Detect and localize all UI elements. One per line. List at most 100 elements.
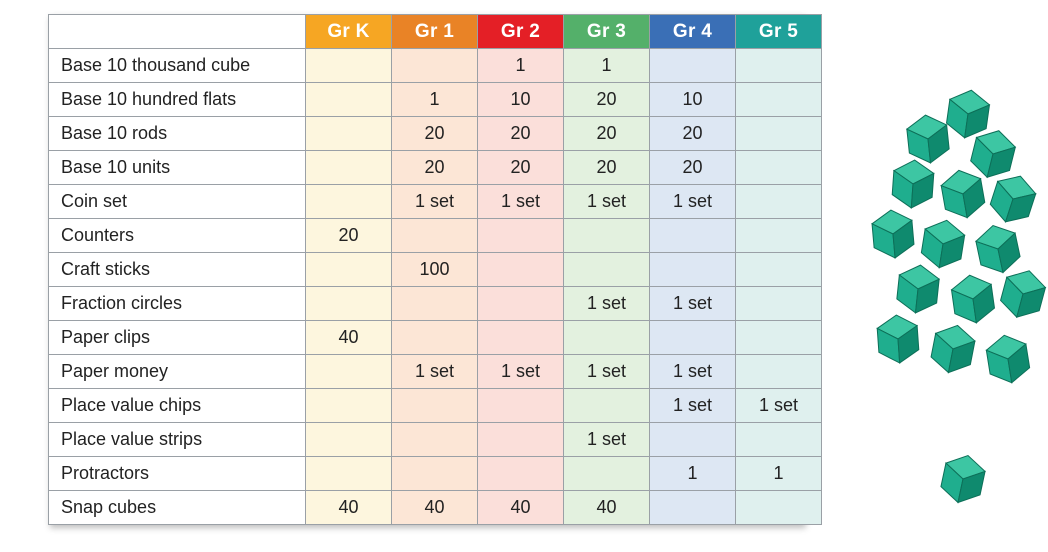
cell-value bbox=[478, 321, 564, 355]
cell-value: 1 set bbox=[736, 389, 822, 423]
cell-value bbox=[650, 253, 736, 287]
table-row: Snap cubes40404040 bbox=[49, 491, 822, 525]
cell-value bbox=[736, 423, 822, 457]
cell-value bbox=[736, 219, 822, 253]
cell-value: 10 bbox=[478, 83, 564, 117]
cell-value bbox=[736, 253, 822, 287]
row-label: Base 10 rods bbox=[49, 117, 306, 151]
table: Gr KGr 1Gr 2Gr 3Gr 4Gr 5 Base 10 thousan… bbox=[48, 14, 822, 525]
cell-value: 20 bbox=[564, 151, 650, 185]
row-label: Coin set bbox=[49, 185, 306, 219]
cell-value bbox=[306, 83, 392, 117]
cell-value: 20 bbox=[392, 117, 478, 151]
cell-value bbox=[306, 49, 392, 83]
cell-value bbox=[306, 457, 392, 491]
row-label: Place value strips bbox=[49, 423, 306, 457]
cell-value bbox=[306, 253, 392, 287]
cell-value bbox=[736, 321, 822, 355]
col-header: Gr 3 bbox=[564, 15, 650, 49]
table-row: Base 10 hundred flats1102010 bbox=[49, 83, 822, 117]
cell-value bbox=[650, 49, 736, 83]
cell-value: 1 set bbox=[650, 287, 736, 321]
col-header: Gr 2 bbox=[478, 15, 564, 49]
cell-value bbox=[478, 287, 564, 321]
cell-value: 20 bbox=[650, 117, 736, 151]
cell-value: 1 set bbox=[564, 355, 650, 389]
row-label: Craft sticks bbox=[49, 253, 306, 287]
cell-value: 1 bbox=[392, 83, 478, 117]
cell-value bbox=[392, 219, 478, 253]
cell-value: 40 bbox=[564, 491, 650, 525]
cell-value bbox=[564, 321, 650, 355]
cell-value: 1 set bbox=[478, 185, 564, 219]
cell-value bbox=[564, 389, 650, 423]
cell-value bbox=[478, 253, 564, 287]
table-row: Fraction circles1 set1 set bbox=[49, 287, 822, 321]
cell-value bbox=[478, 219, 564, 253]
materials-table: Gr KGr 1Gr 2Gr 3Gr 4Gr 5 Base 10 thousan… bbox=[48, 14, 804, 525]
cell-value bbox=[478, 457, 564, 491]
cell-value: 20 bbox=[478, 117, 564, 151]
cell-value: 1 bbox=[736, 457, 822, 491]
cell-value bbox=[736, 49, 822, 83]
cell-value: 1 bbox=[650, 457, 736, 491]
table-row: Craft sticks100 bbox=[49, 253, 822, 287]
cell-value bbox=[736, 355, 822, 389]
table-row: Base 10 thousand cube11 bbox=[49, 49, 822, 83]
table-row: Protractors 11 bbox=[49, 457, 822, 491]
cell-value bbox=[306, 389, 392, 423]
cell-value bbox=[392, 49, 478, 83]
table-corner-blank bbox=[49, 15, 306, 49]
cell-value bbox=[736, 287, 822, 321]
cell-value: 1 bbox=[478, 49, 564, 83]
cell-value bbox=[650, 321, 736, 355]
cell-value bbox=[736, 491, 822, 525]
table-row: Place value strips 1 set bbox=[49, 423, 822, 457]
row-label: Base 10 hundred flats bbox=[49, 83, 306, 117]
cell-value: 20 bbox=[564, 117, 650, 151]
table-head: Gr KGr 1Gr 2Gr 3Gr 4Gr 5 bbox=[49, 15, 822, 49]
row-label: Place value chips bbox=[49, 389, 306, 423]
table-body: Base 10 thousand cube11Base 10 hundred f… bbox=[49, 49, 822, 525]
cell-value: 1 set bbox=[650, 389, 736, 423]
table-row: Base 10 units20202020 bbox=[49, 151, 822, 185]
cell-value: 20 bbox=[306, 219, 392, 253]
cell-value bbox=[650, 491, 736, 525]
table-row: Base 10 rods20202020 bbox=[49, 117, 822, 151]
cell-value: 1 set bbox=[392, 185, 478, 219]
cell-value bbox=[478, 389, 564, 423]
row-label: Counters bbox=[49, 219, 306, 253]
cell-value bbox=[392, 287, 478, 321]
row-label: Protractors bbox=[49, 457, 306, 491]
cell-value bbox=[478, 423, 564, 457]
cell-value bbox=[392, 457, 478, 491]
cell-value: 40 bbox=[478, 491, 564, 525]
row-label: Base 10 thousand cube bbox=[49, 49, 306, 83]
cell-value bbox=[564, 457, 650, 491]
cell-value bbox=[650, 219, 736, 253]
cell-value bbox=[306, 117, 392, 151]
row-label: Paper clips bbox=[49, 321, 306, 355]
cell-value bbox=[564, 219, 650, 253]
row-label: Base 10 units bbox=[49, 151, 306, 185]
col-header: Gr 4 bbox=[650, 15, 736, 49]
cell-value: 10 bbox=[650, 83, 736, 117]
table-row: Counters20 bbox=[49, 219, 822, 253]
table-row: Coin set1 set1 set1 set1 set bbox=[49, 185, 822, 219]
cell-value bbox=[736, 185, 822, 219]
cell-value bbox=[650, 423, 736, 457]
cell-value: 1 set bbox=[564, 423, 650, 457]
cell-value bbox=[306, 355, 392, 389]
row-label: Snap cubes bbox=[49, 491, 306, 525]
cell-value bbox=[306, 185, 392, 219]
cell-value bbox=[564, 253, 650, 287]
table-row: Paper money1 set1 set1 set1 set bbox=[49, 355, 822, 389]
page-root: Gr KGr 1Gr 2Gr 3Gr 4Gr 5 Base 10 thousan… bbox=[0, 0, 1048, 552]
cell-value bbox=[392, 423, 478, 457]
cell-value bbox=[736, 83, 822, 117]
cell-value: 1 set bbox=[478, 355, 564, 389]
cell-value: 1 set bbox=[650, 355, 736, 389]
cell-value bbox=[392, 321, 478, 355]
cell-value bbox=[392, 389, 478, 423]
cell-value bbox=[736, 151, 822, 185]
